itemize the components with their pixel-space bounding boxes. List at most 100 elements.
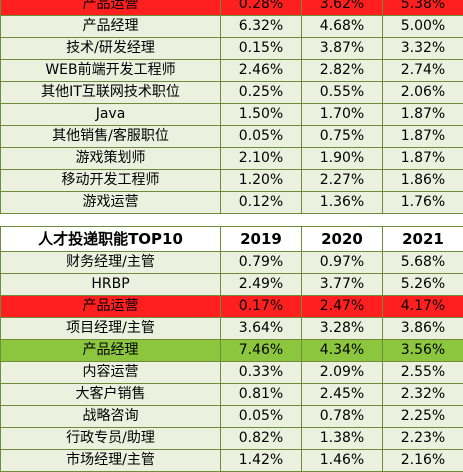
value-2019: 7.46% (221, 340, 302, 362)
value-2020: 2.45% (302, 384, 383, 406)
value-2021: 2.23% (383, 428, 463, 450)
role-label: 游戏运营 (1, 192, 221, 214)
role-label: 市场经理/主管 (1, 450, 221, 472)
value-2021: 1.76% (383, 192, 463, 214)
value-2020: 1.38% (302, 428, 383, 450)
role-label: WEB前端开发工程师 (1, 60, 221, 82)
value-2020: 0.75% (302, 126, 383, 148)
value-2019: 0.12% (221, 192, 302, 214)
value-2019: 6.32% (221, 16, 302, 38)
header-year-2020: 2020 (302, 227, 383, 252)
value-2019: 0.28% (221, 0, 302, 16)
value-2019: 1.20% (221, 170, 302, 192)
role-label: 财务经理/主管 (1, 252, 221, 274)
value-2020: 2.82% (302, 60, 383, 82)
value-2020: 1.46% (302, 450, 383, 472)
value-2021: 2.06% (383, 82, 463, 104)
role-label: 战略咨询 (1, 406, 221, 428)
role-label: HRBP (1, 274, 221, 296)
value-2021: 5.26% (383, 274, 463, 296)
value-2021: 5.38% (383, 0, 463, 16)
value-2020: 3.77% (302, 274, 383, 296)
value-2021: 2.25% (383, 406, 463, 428)
value-2019: 0.05% (221, 126, 302, 148)
value-2020: 0.55% (302, 82, 383, 104)
value-2020: 2.27% (302, 170, 383, 192)
header-year-2021: 2021 (383, 227, 463, 252)
role-label: 游戏策划师 (1, 148, 221, 170)
value-2019: 0.05% (221, 406, 302, 428)
value-2020: 1.36% (302, 192, 383, 214)
value-2019: 2.49% (221, 274, 302, 296)
role-label: 项目经理/主管 (1, 318, 221, 340)
role-label: 内容运营 (1, 362, 221, 384)
value-2019: 0.79% (221, 252, 302, 274)
value-2021: 1.87% (383, 104, 463, 126)
value-2019: 0.25% (221, 82, 302, 104)
role-label: 行政专员/助理 (1, 428, 221, 450)
value-2019: 1.42% (221, 450, 302, 472)
value-2021: 1.86% (383, 170, 463, 192)
header-year-2019: 2019 (221, 227, 302, 252)
role-label: Java (1, 104, 221, 126)
value-2019: 0.33% (221, 362, 302, 384)
value-2021: 2.16% (383, 450, 463, 472)
value-2020: 2.47% (302, 296, 383, 318)
header-title: 人才投递职能TOP10 (1, 227, 221, 252)
value-2019: 0.17% (221, 296, 302, 318)
role-label: 技术/研发经理 (1, 38, 221, 60)
role-label: 产品运营 (1, 0, 221, 16)
value-2021: 1.87% (383, 148, 463, 170)
value-2021: 2.74% (383, 60, 463, 82)
value-2019: 0.81% (221, 384, 302, 406)
role-label: 其他销售/客服职位 (1, 126, 221, 148)
value-2019: 2.10% (221, 148, 302, 170)
value-2020: 3.28% (302, 318, 383, 340)
value-2020: 4.34% (302, 340, 383, 362)
value-2021: 1.87% (383, 126, 463, 148)
role-label: 大客户销售 (1, 384, 221, 406)
role-label: 其他IT互联网技术职位 (1, 82, 221, 104)
value-2021: 2.55% (383, 362, 463, 384)
value-2020: 1.90% (302, 148, 383, 170)
role-label: 产品经理 (1, 16, 221, 38)
value-2020: 0.97% (302, 252, 383, 274)
value-2020: 2.09% (302, 362, 383, 384)
value-2021: 5.68% (383, 252, 463, 274)
role-label: 产品运营 (1, 296, 221, 318)
value-2021: 4.17% (383, 296, 463, 318)
value-2019: 0.15% (221, 38, 302, 60)
value-2020: 3.87% (302, 38, 383, 60)
value-2019: 1.50% (221, 104, 302, 126)
value-2021: 3.32% (383, 38, 463, 60)
value-2019: 2.46% (221, 60, 302, 82)
value-2021: 3.56% (383, 340, 463, 362)
value-2020: 1.70% (302, 104, 383, 126)
value-2021: 3.86% (383, 318, 463, 340)
role-label: 移动开发工程师 (1, 170, 221, 192)
value-2021: 2.32% (383, 384, 463, 406)
value-2020: 4.68% (302, 16, 383, 38)
